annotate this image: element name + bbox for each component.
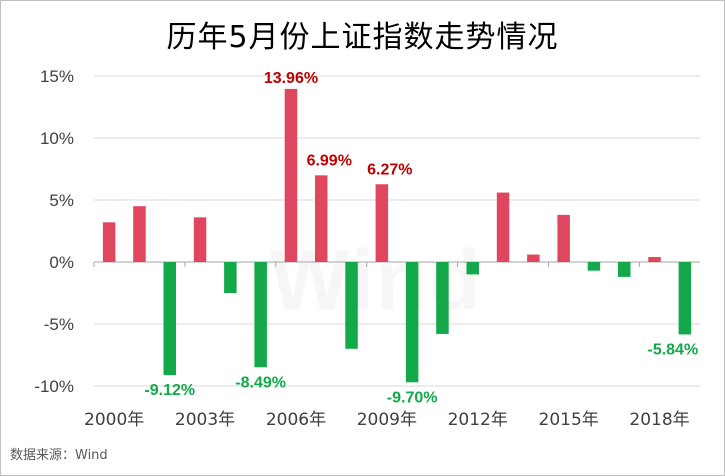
- data-label: 6.27%: [367, 161, 412, 178]
- bar: [224, 262, 237, 293]
- bar: [163, 262, 176, 376]
- bar: [102, 222, 116, 262]
- bar: [405, 262, 419, 383]
- chart-title: 历年5月份上证指数走势情况: [166, 20, 559, 55]
- bar: [557, 214, 570, 262]
- bars: [102, 88, 692, 383]
- x-tick-label: 2012年: [448, 410, 508, 430]
- data-label: 6.99%: [307, 152, 352, 169]
- bar: [284, 88, 298, 263]
- bar: [587, 262, 601, 271]
- bar: [375, 184, 389, 262]
- data-label: -5.84%: [647, 341, 698, 358]
- data-source-note: 数据来源：Wind: [10, 448, 108, 463]
- data-label: 13.96%: [264, 70, 318, 87]
- y-tick-label: -5%: [44, 315, 74, 334]
- bar: [345, 262, 358, 349]
- bar: [618, 262, 631, 277]
- y-axis-ticks: -10% -5% 0% 5% 10% 15%: [34, 67, 74, 396]
- bar: [496, 192, 510, 262]
- data-label: -8.49%: [235, 374, 286, 391]
- x-tick-label: 2015年: [539, 410, 599, 430]
- y-tick-label: 15%: [40, 67, 74, 86]
- x-tick-label: 2003年: [175, 410, 235, 430]
- bar: [527, 254, 540, 262]
- x-tick-label: 2000年: [84, 410, 144, 430]
- x-tick-label: 2018年: [629, 410, 689, 430]
- y-tick-label: 0%: [49, 253, 74, 272]
- bar: [648, 257, 661, 262]
- gridlines: [93, 75, 700, 387]
- bar: [466, 262, 479, 275]
- bar: [193, 217, 207, 262]
- y-tick-label: 5%: [49, 191, 74, 210]
- data-label: -9.12%: [144, 382, 195, 399]
- bar: [678, 262, 692, 335]
- bar: [254, 262, 267, 368]
- x-axis-ticks: 2000年 2003年 2006年 2009年 2012年 2015年 2018年: [84, 410, 690, 430]
- x-tick-label: 2006年: [266, 410, 326, 430]
- bar: [133, 206, 146, 262]
- bar: [436, 262, 449, 334]
- y-tick-label: 10%: [40, 129, 74, 148]
- data-labels: -9.12% -8.49% 13.96% 6.99% 6.27% -9.70% -5.84%: [144, 70, 698, 406]
- data-label: -9.70%: [387, 389, 438, 406]
- x-tick-label: 2009年: [357, 410, 417, 430]
- y-tick-label: -10%: [34, 377, 74, 396]
- bar: [315, 175, 328, 262]
